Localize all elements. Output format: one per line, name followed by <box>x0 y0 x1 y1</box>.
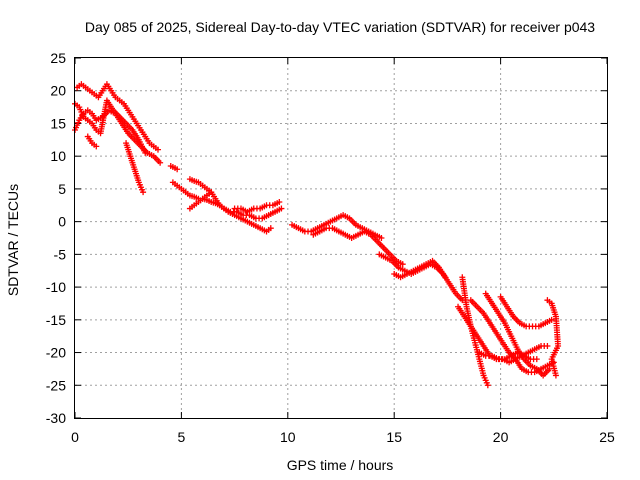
data-point <box>484 382 491 389</box>
data-point <box>157 159 164 166</box>
x-tick-label: 15 <box>386 429 402 445</box>
series-track-l <box>310 225 406 268</box>
series-track-e <box>84 133 100 150</box>
y-tick-label: 10 <box>50 148 66 164</box>
series-track-i <box>186 189 215 212</box>
data-point <box>552 372 559 379</box>
y-tick-label: 15 <box>50 115 66 131</box>
series-track-f <box>167 163 181 173</box>
data-point <box>267 225 274 232</box>
y-tick-label: -5 <box>54 246 67 262</box>
series-track-k <box>289 212 385 241</box>
x-tick-label: 10 <box>280 429 296 445</box>
y-tick-label: -15 <box>46 312 66 328</box>
data-point <box>442 274 449 281</box>
data-points-layer <box>72 81 562 389</box>
y-tick-label: 5 <box>58 181 66 197</box>
y-tick-label: 25 <box>50 50 66 66</box>
plot-frame <box>74 57 608 419</box>
data-point <box>278 205 285 212</box>
series-track-s <box>497 293 555 330</box>
series-track-m <box>376 251 466 304</box>
y-tick-label: -20 <box>46 345 66 361</box>
y-tick-label: -25 <box>46 377 66 393</box>
x-tick-label: 25 <box>599 429 615 445</box>
y-axis-label: SDTVAR / TECUs <box>5 184 21 296</box>
chart-title: Day 085 of 2025, Sidereal Day-to-day VTE… <box>85 19 595 35</box>
series-track-b <box>72 97 149 156</box>
y-tick-label: -10 <box>46 279 66 295</box>
data-point <box>533 356 540 363</box>
data-point <box>544 343 551 349</box>
y-tick-label: -30 <box>46 410 66 426</box>
y-tick-label: 0 <box>58 214 66 230</box>
data-point <box>548 316 555 323</box>
y-tick-label: 20 <box>50 83 66 99</box>
series-track-t <box>476 349 540 363</box>
data-point <box>140 189 147 196</box>
data-point <box>399 261 406 268</box>
data-point <box>142 149 149 156</box>
tick-layer: 0 5 10 15 20 25 25 20 15 10 5 0 -5 -10 -15 -20 -25 -30 <box>46 50 615 445</box>
series-track-d <box>123 140 147 196</box>
x-tick-label: 0 <box>71 429 79 445</box>
data-point <box>154 146 161 153</box>
x-tick-label: 20 <box>493 429 509 445</box>
data-point <box>93 143 100 150</box>
series-track-g <box>169 179 285 222</box>
series-track-c <box>74 81 161 153</box>
data-point <box>276 199 283 205</box>
series-track-j <box>231 199 283 215</box>
series-track-n <box>391 257 449 281</box>
series-track-u <box>544 297 562 379</box>
series-track-h <box>186 176 274 235</box>
data-point <box>378 235 385 241</box>
data-point <box>174 166 181 173</box>
x-axis-label: GPS time / hours <box>287 457 394 473</box>
grid-layer <box>75 58 607 418</box>
x-tick-label: 5 <box>178 429 186 445</box>
data-point <box>208 189 215 196</box>
